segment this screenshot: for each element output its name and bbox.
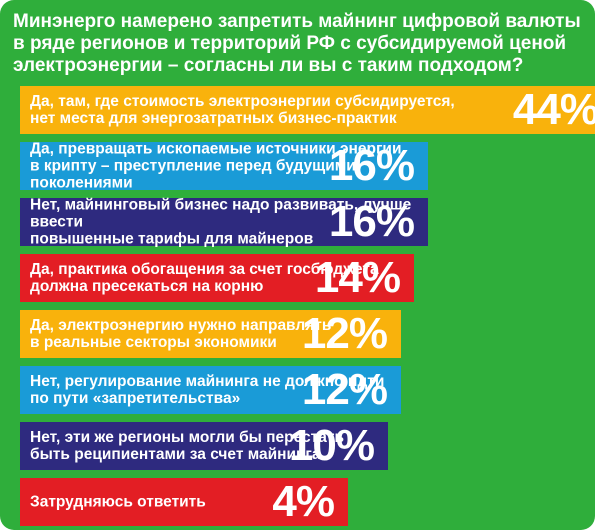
bar-label: Да, превращать ископаемые источники энер… [30, 140, 402, 192]
bar-4: Да, практика обогащения за счет госбюдже… [20, 254, 414, 302]
bar-7: Нет, эти же регионы могли бы перестать б… [20, 422, 388, 470]
bar-value-label: 16% [328, 197, 415, 246]
bar-3: Нет, майнинговый бизнес надо развивать, … [20, 196, 428, 248]
bar-label: Нет, регулирование майнинга не должно ид… [30, 373, 385, 407]
bar-label: Да, там, где стоимость электроэнергии су… [30, 93, 455, 127]
bar-label: Да, практика обогащения за счет госбюдже… [30, 261, 379, 295]
bar-value-label: 12% [301, 309, 388, 358]
bar-2: Да, превращать ископаемые источники энер… [20, 140, 428, 192]
bar-value-label: 4% [272, 477, 335, 526]
bar-value-label: 12% [301, 365, 388, 414]
bar-6: Нет, регулирование майнинга не должно ид… [20, 366, 401, 414]
chart-title: Минэнерго намерено запретить майнинг циф… [13, 11, 581, 76]
bar-value-label: 16% [328, 141, 415, 190]
bar-value-label: 44% [512, 85, 595, 134]
bar-1: Да, там, где стоимость электроэнергии су… [20, 86, 595, 134]
bar-label: Нет, эти же регионы могли бы перестать б… [30, 429, 345, 463]
bar-label: Затрудняюсь ответить [30, 493, 206, 511]
bar-8: Затрудняюсь ответить 4% [20, 478, 348, 526]
bar-value-label: 10% [288, 421, 375, 470]
bar-label: Да, электроэнергию нужно направлять в ре… [30, 317, 332, 351]
bar-label: Нет, майнинговый бизнес надо развивать, … [30, 196, 412, 248]
bar-value-label: 14% [314, 253, 401, 302]
bar-5: Да, электроэнергию нужно направлять в ре… [20, 310, 401, 358]
